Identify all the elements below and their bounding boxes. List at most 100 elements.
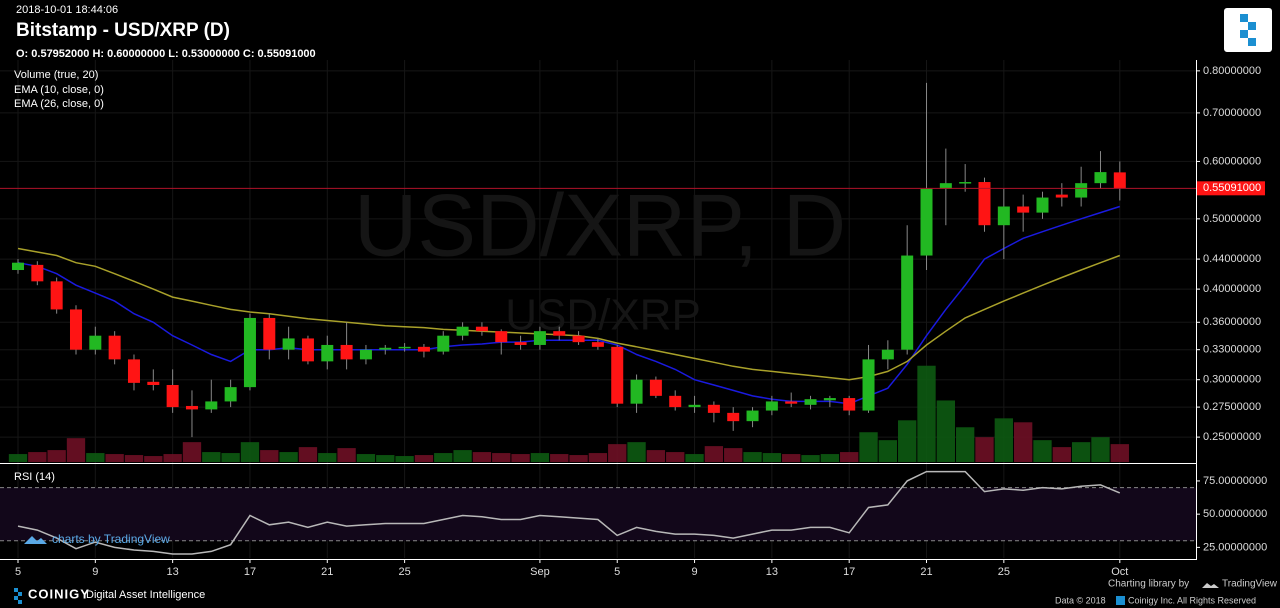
tv-link[interactable]: charts by TradingView	[52, 532, 170, 546]
candle-body	[514, 342, 527, 345]
volume-bar	[994, 418, 1013, 462]
candle-body	[89, 335, 102, 350]
volume-bar	[395, 456, 414, 462]
volume-bar	[801, 455, 820, 462]
y-tick-label: 0.44000000	[1203, 253, 1261, 265]
volume-bar	[163, 454, 182, 462]
volume-bar	[511, 454, 530, 462]
candle-body	[437, 335, 450, 352]
candle-body	[340, 344, 353, 360]
volume-bar	[608, 444, 627, 462]
tv-icon	[24, 536, 47, 544]
y-tick-label: 0.80000000	[1203, 65, 1261, 77]
timestamp: 2018-10-01 18:44:06	[16, 4, 118, 16]
candle-body	[1075, 183, 1088, 198]
x-tick-label: Oct	[1111, 566, 1128, 578]
candle-body	[50, 281, 63, 310]
candle-body	[243, 317, 256, 388]
candle-body	[997, 206, 1010, 226]
volume-bar	[298, 447, 318, 462]
footer	[0, 584, 1280, 608]
footer-logo: COINIGY	[28, 586, 90, 601]
volume-bar	[1110, 444, 1129, 462]
volume-bar	[124, 455, 144, 462]
last-price-tag	[1197, 181, 1265, 196]
rsi-band	[0, 487, 1196, 541]
volume-bar	[434, 453, 453, 462]
candle-body	[939, 183, 952, 189]
x-tick-label: 5	[15, 566, 21, 578]
volume-bar	[569, 455, 588, 462]
rsi-line	[17, 470, 1121, 555]
x-tick-label: 21	[920, 566, 932, 578]
volume-bar	[28, 452, 47, 462]
x-tick-label: 13	[766, 566, 778, 578]
volume-bar	[588, 453, 608, 462]
candle-body	[533, 331, 546, 345]
volume-bar	[144, 456, 163, 462]
volume-bar	[376, 455, 395, 462]
volume-bar	[530, 453, 550, 462]
y-tick-label: 0.50000000	[1203, 213, 1261, 225]
candle-body	[881, 349, 894, 360]
y-tick-label: 0.70000000	[1203, 107, 1261, 119]
volume-bar	[820, 454, 840, 462]
volume-bar	[1013, 422, 1033, 462]
y-tick-label: 0.25000000	[1203, 431, 1261, 443]
candle-body	[301, 338, 314, 362]
volume-bar	[66, 438, 86, 462]
tv-logo[interactable]: charts by TradingView	[24, 532, 170, 546]
plot	[0, 82, 1196, 555]
volume-bar	[86, 453, 105, 462]
candle-body	[959, 182, 972, 184]
candle-body	[572, 335, 585, 343]
candle-body	[920, 188, 933, 256]
volume-bar	[182, 442, 202, 462]
y-tick-label: 0.27500000	[1203, 401, 1261, 413]
volume-bar	[105, 454, 124, 462]
candle-body	[417, 346, 430, 352]
candle-body	[108, 335, 121, 360]
volume-bar	[47, 450, 66, 462]
footer-data: Data © 2018	[1055, 595, 1106, 605]
volume-bar	[627, 442, 646, 462]
volume-bar	[356, 454, 376, 462]
volume-bar	[550, 454, 569, 462]
rsi-y-tick-label: 75.00000000	[1203, 475, 1267, 487]
watermark: USD/XRP, D	[354, 175, 846, 274]
footer-rights: Coinigy Inc. All Rights Reserved	[1128, 595, 1256, 605]
candle-body	[1036, 197, 1049, 213]
x-tick-label: 9	[92, 566, 98, 578]
volume-bar	[685, 454, 704, 462]
volume-bar	[956, 427, 975, 462]
last-price-label: 0.55091000	[1203, 182, 1261, 194]
candle-body	[630, 379, 643, 404]
candle-body	[746, 410, 759, 422]
candle-body	[321, 344, 334, 362]
candle-body	[12, 262, 24, 271]
ema-line	[17, 247, 1121, 381]
footer-tv[interactable]: TradingView	[1222, 579, 1278, 590]
legend-item: EMA (26, close, 0)	[14, 98, 104, 110]
volume-bar	[1071, 442, 1091, 462]
rsi-y-tick-label: 25.00000000	[1203, 541, 1267, 553]
volume-bar	[936, 400, 956, 462]
volume-bar	[743, 452, 762, 462]
volume-bar	[859, 432, 878, 462]
chart-title: Bitstamp - USD/XRP (D)	[16, 20, 230, 41]
candle-body	[1113, 172, 1126, 189]
candle-body	[282, 338, 295, 350]
volume-bar	[492, 453, 511, 462]
candle-body	[901, 255, 914, 350]
candle-body	[495, 331, 508, 343]
x-tick-label: 17	[843, 566, 855, 578]
candle-body	[649, 379, 662, 396]
volume-bar	[202, 452, 221, 462]
candle-body	[205, 401, 218, 410]
candle-body	[166, 384, 179, 408]
candle-body	[591, 342, 604, 347]
candle-body	[669, 395, 682, 408]
ema-line	[17, 205, 1121, 405]
volume-bar	[1091, 437, 1110, 462]
